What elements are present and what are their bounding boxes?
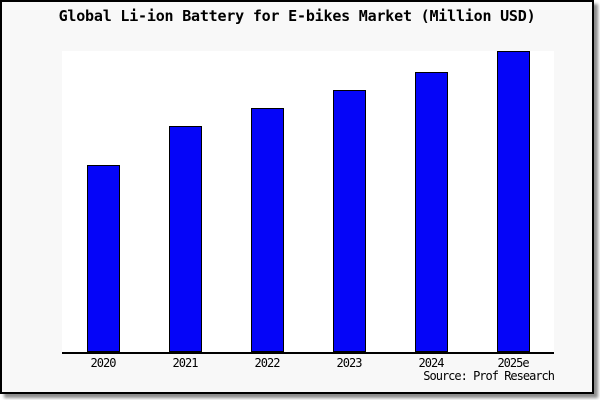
x-tick-label-2025e: 2025e — [497, 356, 529, 370]
bar-2020 — [86, 165, 120, 352]
x-axis-labels: 2020 2021 2022 2023 2024 2025e — [62, 356, 554, 372]
x-tick-label-2024: 2024 — [418, 356, 445, 370]
x-tick-label-2022: 2022 — [254, 356, 281, 370]
plot-area — [62, 51, 554, 354]
chart-panel: Global Li-ion Battery for E-bikes Market… — [0, 0, 594, 394]
x-tick-label-2020: 2020 — [90, 356, 117, 370]
bar-2021 — [168, 126, 202, 352]
bar-2023 — [332, 90, 366, 352]
bar-2022 — [250, 108, 284, 352]
source-text: Source: Prof Research — [423, 369, 555, 383]
chart-title: Global Li-ion Battery for E-bikes Market… — [58, 7, 536, 25]
x-tick-label-2023: 2023 — [336, 356, 363, 370]
x-tick-label-2021: 2021 — [172, 356, 199, 370]
bar-2024 — [414, 72, 448, 352]
bar-2025e — [496, 51, 530, 352]
